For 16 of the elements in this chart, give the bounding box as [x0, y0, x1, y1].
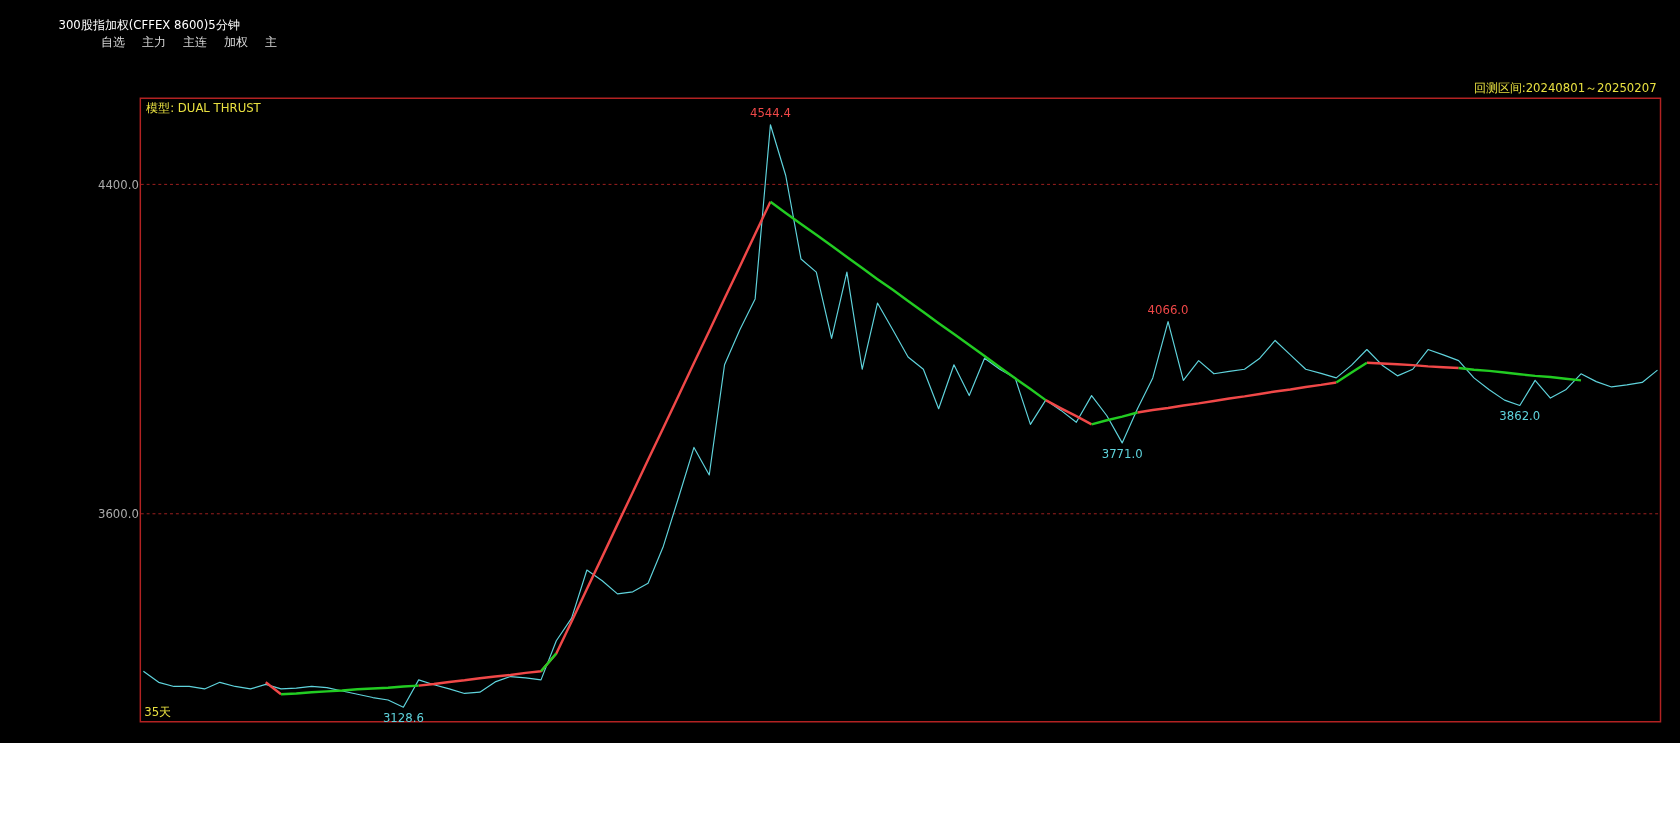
data-label: 3862.0 — [1499, 409, 1541, 424]
text: 主 — [265, 34, 278, 49]
data-label: 3771.0 — [1101, 446, 1143, 461]
y-tick-label: 4400.0 — [97, 177, 139, 192]
text: 自选 — [101, 34, 126, 49]
text: 主连 — [183, 34, 208, 49]
data-label: 4066.0 — [1147, 302, 1189, 317]
chart-title: 300股指加权(CFFEX 8600)5分钟 — [58, 17, 240, 32]
y-tick-label: 3600.0 — [97, 506, 139, 521]
annotation: 35天 — [144, 704, 172, 719]
text: 主力 — [142, 34, 167, 49]
chart-subtitle: 回测区间:20240801～20250207 — [1473, 81, 1657, 96]
data-label: 4544.4 — [749, 105, 791, 120]
annotation: 模型: DUAL THRUST — [146, 100, 262, 115]
line-series — [142, 124, 1659, 708]
text: 加权 — [224, 34, 249, 49]
